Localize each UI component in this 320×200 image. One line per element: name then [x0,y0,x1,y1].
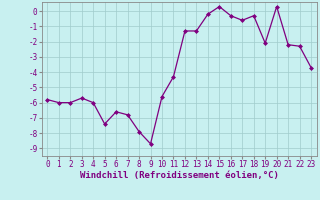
X-axis label: Windchill (Refroidissement éolien,°C): Windchill (Refroidissement éolien,°C) [80,171,279,180]
